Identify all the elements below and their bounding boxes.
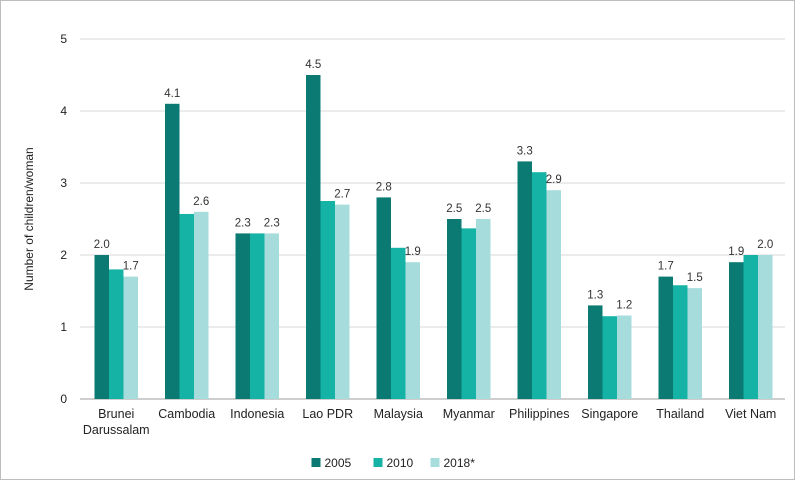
bar bbox=[729, 262, 744, 399]
x-tick-label: Singapore bbox=[581, 407, 638, 421]
bar bbox=[194, 211, 209, 399]
bar bbox=[235, 233, 250, 399]
data-label: 1.5 bbox=[687, 272, 703, 284]
data-label: 2.3 bbox=[235, 217, 251, 229]
legend-swatch bbox=[373, 458, 383, 467]
bar bbox=[264, 233, 279, 399]
data-label: 2.9 bbox=[546, 174, 562, 186]
bar bbox=[758, 255, 773, 399]
bar bbox=[673, 285, 688, 399]
bar bbox=[405, 262, 420, 399]
bar bbox=[376, 197, 391, 399]
bar bbox=[320, 201, 335, 399]
bar bbox=[123, 276, 138, 399]
bar bbox=[461, 228, 476, 399]
y-tick-label: 3 bbox=[60, 176, 67, 190]
bar bbox=[532, 172, 547, 399]
data-label: 2.0 bbox=[94, 239, 110, 251]
y-tick-label: 0 bbox=[60, 392, 67, 406]
data-label: 2.8 bbox=[376, 181, 392, 193]
data-label: 2.5 bbox=[446, 203, 462, 215]
data-label: 2.5 bbox=[475, 203, 491, 215]
x-tick-label: Thailand bbox=[656, 407, 704, 421]
y-tick-label: 1 bbox=[60, 320, 67, 334]
legend-label: 2010 bbox=[387, 456, 414, 470]
bar bbox=[658, 276, 673, 399]
bar bbox=[517, 161, 532, 399]
data-label: 1.7 bbox=[658, 261, 674, 273]
data-label: 2.7 bbox=[334, 189, 350, 201]
x-tick-label: Philippines bbox=[509, 407, 569, 421]
bar bbox=[109, 269, 124, 399]
legend-swatch bbox=[430, 458, 440, 467]
x-tick-label: Cambodia bbox=[158, 407, 215, 421]
bar bbox=[617, 315, 632, 399]
data-label: 4.5 bbox=[305, 59, 321, 71]
legend-label: 2005 bbox=[325, 456, 352, 470]
data-label: 2.0 bbox=[757, 239, 773, 251]
data-label: 2.3 bbox=[264, 217, 280, 229]
data-label: 3.3 bbox=[517, 145, 533, 157]
data-label: 2.6 bbox=[193, 196, 209, 208]
x-tick-label: Malaysia bbox=[374, 407, 423, 421]
y-tick-label: 5 bbox=[60, 32, 67, 46]
bar bbox=[179, 213, 194, 399]
bar bbox=[447, 219, 462, 399]
bar bbox=[602, 316, 617, 399]
y-tick-label: 2 bbox=[60, 248, 67, 262]
bar bbox=[687, 288, 702, 399]
legend-swatch bbox=[311, 458, 321, 467]
bar bbox=[335, 204, 350, 399]
data-label: 1.2 bbox=[616, 299, 632, 311]
data-label: 1.7 bbox=[123, 261, 139, 273]
bar bbox=[94, 255, 109, 399]
bar bbox=[391, 247, 406, 399]
y-axis-label: Number of children/woman bbox=[22, 147, 36, 290]
bar bbox=[743, 255, 758, 399]
data-label: 1.9 bbox=[405, 246, 421, 258]
bar bbox=[476, 219, 491, 399]
x-tick-label: Brunei bbox=[98, 407, 134, 421]
y-tick-label: 4 bbox=[60, 104, 67, 118]
bar bbox=[588, 305, 603, 399]
bar bbox=[165, 103, 180, 400]
legend-label: 2018* bbox=[444, 456, 476, 470]
x-tick-label: Viet Nam bbox=[725, 407, 776, 421]
x-tick-label: Indonesia bbox=[230, 407, 284, 421]
bar bbox=[306, 75, 321, 399]
data-label: 1.3 bbox=[587, 289, 603, 301]
x-tick-label: Myanmar bbox=[443, 407, 495, 421]
data-label: 4.1 bbox=[164, 88, 180, 100]
data-label: 1.9 bbox=[728, 246, 744, 258]
bar bbox=[546, 190, 561, 399]
bar bbox=[250, 233, 265, 399]
x-tick-label: Lao PDR bbox=[302, 407, 353, 421]
x-tick-label: Darussalam bbox=[83, 423, 150, 437]
